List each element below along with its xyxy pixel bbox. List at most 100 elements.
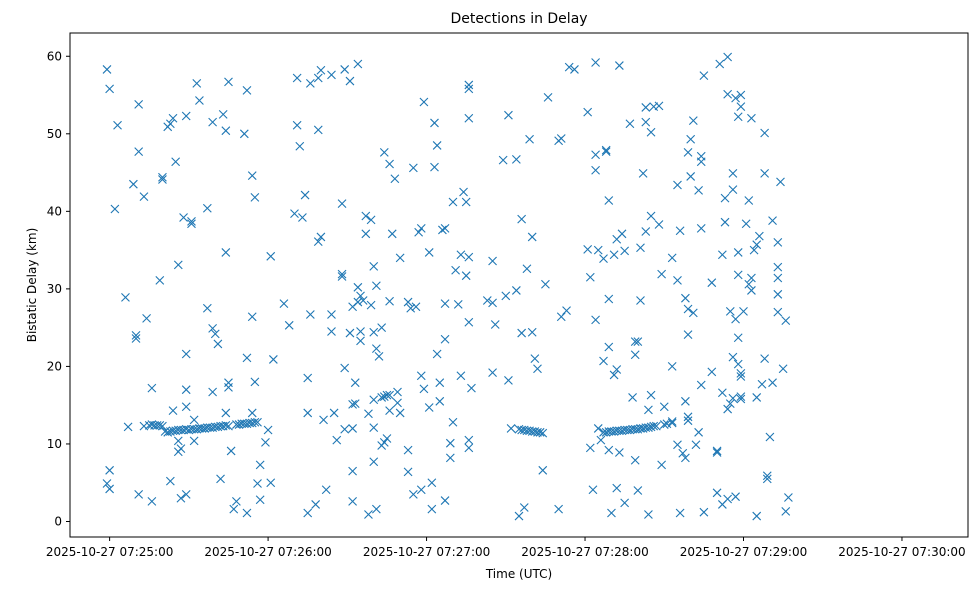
data-point [625,119,635,129]
data-point [208,387,218,397]
data-point [377,323,387,333]
data-point [430,118,439,128]
data-point [773,289,783,299]
data-point [181,489,191,499]
data-point [448,417,458,427]
data-point [686,172,696,181]
data-point [123,422,133,432]
data-point [176,444,186,453]
data-point [696,380,706,390]
data-point [366,300,376,310]
data-point [712,446,722,456]
data-point [533,364,542,374]
data-point [332,435,342,445]
data-point [393,398,402,408]
data-point [696,157,706,167]
data-point [424,248,434,257]
data-point [337,272,347,281]
data-point [239,129,249,139]
data-point [741,219,751,229]
data-point [604,196,614,205]
data-point [337,269,347,279]
data-point [739,306,748,316]
data-point [371,504,381,514]
data-point [736,102,746,112]
data-point [538,465,548,475]
data-point [181,402,191,412]
data-point [168,406,178,416]
data-point [340,65,350,74]
data-point [268,355,278,364]
data-point [556,134,566,143]
data-point [728,168,738,178]
x-tick-label: 2025-10-27 07:27:00 [363,545,490,559]
data-point [416,371,426,381]
data-point [369,423,379,433]
data-point [736,392,746,402]
data-point [369,457,379,467]
data-point [313,237,323,246]
data-point [614,448,624,457]
plot-frame [69,32,969,538]
data-point [189,436,199,446]
data-point [628,393,637,402]
data-point [247,408,257,418]
x-axis-ticks: 2025-10-27 07:25:00 2025-10-27 07:26:00 20… [46,537,966,559]
data-point [725,306,735,316]
data-point [591,315,600,325]
data-point [482,296,492,305]
data-point [250,192,260,202]
data-point [416,485,426,495]
data-point [224,382,233,392]
data-point [121,293,130,302]
data-point [488,298,497,308]
data-point [298,213,307,222]
data-point [303,373,313,383]
data-point [456,250,466,260]
data-point [583,107,593,117]
data-point [630,337,640,346]
data-point [364,510,373,519]
data-point [673,440,682,450]
data-point [313,73,323,83]
data-point [369,327,379,337]
data-point [464,80,474,90]
data-point [530,354,540,364]
data-point [591,150,600,160]
data-point [327,310,336,319]
data-point [353,297,363,307]
data-point [517,328,527,338]
data-point [303,508,313,518]
data-point [358,296,368,305]
data-point [374,351,384,361]
data-point [179,213,188,222]
data-point [292,73,302,83]
data-point [263,425,273,435]
data-point [255,495,265,505]
data-points [102,52,793,521]
data-point [688,116,698,126]
x-tick-label: 2025-10-27 07:25:00 [46,545,173,559]
data-point [768,216,777,226]
data-point [659,402,669,412]
data-point [733,248,743,257]
data-point [305,310,315,319]
data-point [165,119,175,129]
data-point [760,354,770,364]
y-tick-label: 60 [47,49,62,63]
data-point [562,306,571,315]
data-point [667,418,677,428]
data-point [728,352,738,362]
data-point [340,363,350,373]
data-point [683,330,693,340]
data-point [435,378,445,388]
data-point [651,421,661,431]
data-point [752,240,762,250]
data-point [614,61,624,70]
data-point [432,141,442,150]
data-point [102,65,112,74]
data-point [340,424,350,434]
data-point [607,508,616,518]
data-point [303,408,313,418]
data-point [744,196,754,205]
